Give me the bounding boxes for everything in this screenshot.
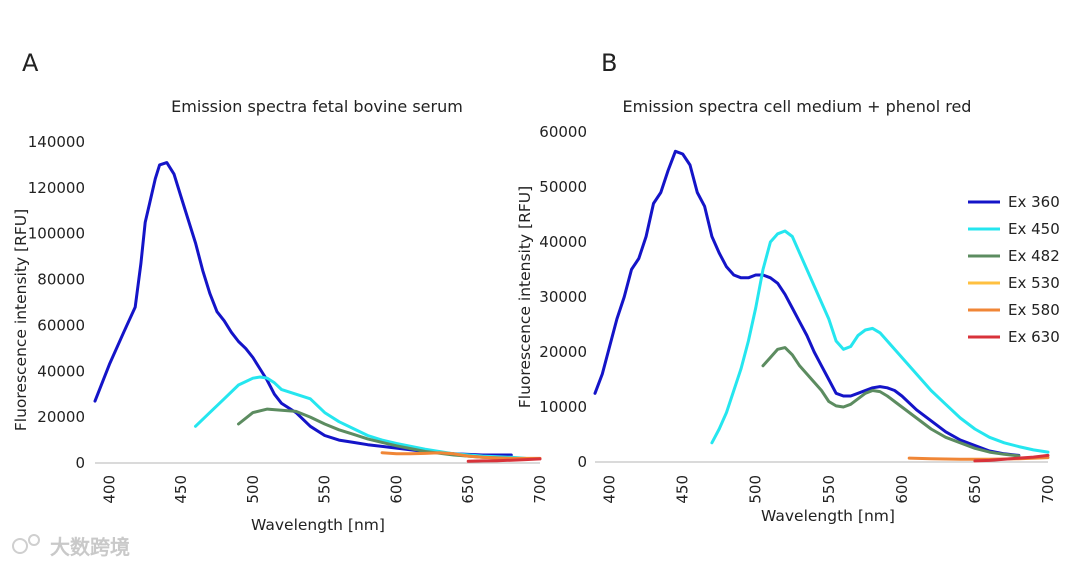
x-axis-label-b: Wavelength [nm] <box>761 507 895 525</box>
y-tick-label-b: 20000 <box>539 343 587 361</box>
plot-layer: 0200004000060000800001000001200001400004… <box>28 123 1057 504</box>
x-axis-label-a: Wavelength [nm] <box>251 516 385 534</box>
x-tick-label-b: 500 <box>747 475 765 504</box>
series-line-ex-450-b <box>710 229 1050 454</box>
y-tick-label-a: 40000 <box>37 362 85 380</box>
chart-title-a: Emission spectra fetal bovine serum <box>171 97 463 116</box>
x-tick-label-a: 600 <box>387 475 405 504</box>
legend-label-ex-450: Ex 450 <box>1008 220 1060 238</box>
y-tick-label-b: 10000 <box>539 398 587 416</box>
series-line-ex-360-b <box>593 149 1021 457</box>
y-axis-label-b: Fluorescence intensity [RFU] <box>516 186 534 408</box>
y-tick-label-a: 20000 <box>37 408 85 426</box>
legend-label-ex-580: Ex 580 <box>1008 301 1060 319</box>
watermark-logo-icon <box>12 538 28 554</box>
x-tick-label-a: 450 <box>172 475 190 504</box>
y-tick-label-a: 140000 <box>28 133 85 151</box>
x-tick-label-b: 600 <box>893 475 911 504</box>
legend-label-ex-630: Ex 630 <box>1008 328 1060 346</box>
y-tick-label-b: 30000 <box>539 288 587 306</box>
panel-letter-b: B <box>601 49 617 77</box>
x-tick-label-b: 400 <box>601 475 619 504</box>
y-tick-label-a: 60000 <box>37 316 85 334</box>
y-tick-label-a: 100000 <box>28 225 85 243</box>
watermark-logo-dot-icon <box>28 534 40 546</box>
x-tick-label-a: 550 <box>316 475 334 504</box>
y-tick-label-a: 120000 <box>28 179 85 197</box>
x-tick-label-a: 700 <box>531 475 549 504</box>
x-tick-label-b: 550 <box>820 475 838 504</box>
series-line-ex-482-b <box>761 346 1021 458</box>
series-line-ex-360-a <box>93 161 513 457</box>
x-tick-label-a: 400 <box>100 475 118 504</box>
panel-letter-a: A <box>22 49 39 77</box>
series-line-ex-630-a <box>466 457 542 463</box>
y-tick-label-b: 50000 <box>539 178 587 196</box>
legend-label-ex-530: Ex 530 <box>1008 274 1060 292</box>
watermark-text: 大数跨境 <box>50 535 130 559</box>
y-tick-label-b: 0 <box>577 453 587 471</box>
y-axis-label-a: Fluorescence intensity [RFU] <box>12 209 30 431</box>
series-line-ex-630-b <box>973 453 1050 463</box>
y-tick-label-b: 60000 <box>539 123 587 141</box>
chart-title-b: Emission spectra cell medium + phenol re… <box>623 97 972 116</box>
y-tick-label-b: 40000 <box>539 233 587 251</box>
x-tick-label-b: 700 <box>1039 475 1057 504</box>
legend-label-ex-360: Ex 360 <box>1008 193 1060 211</box>
watermark: 大数跨境 <box>12 534 130 559</box>
legend: Ex 360 Ex 450 Ex 482 Ex 530 Ex 580 Ex 630 <box>968 193 1060 346</box>
y-tick-label-a: 0 <box>75 454 85 472</box>
x-tick-label-a: 500 <box>244 475 262 504</box>
x-tick-label-b: 650 <box>966 475 984 504</box>
y-tick-label-a: 80000 <box>37 271 85 289</box>
x-tick-label-a: 650 <box>459 475 477 504</box>
legend-label-ex-482: Ex 482 <box>1008 247 1060 265</box>
x-tick-label-b: 450 <box>674 475 692 504</box>
series-line-ex-580-a <box>380 451 542 460</box>
